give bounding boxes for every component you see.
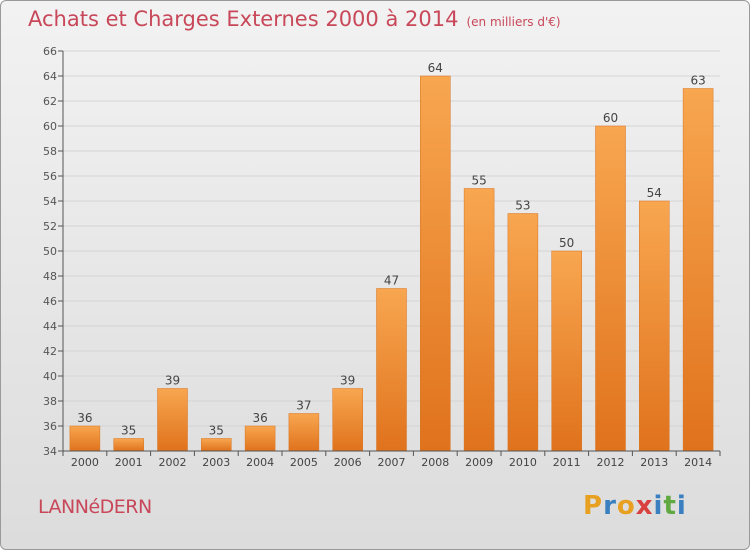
y-tick-label: 34	[43, 445, 57, 458]
commune-name: LANNéDERN	[38, 496, 152, 518]
data-labels: 36 35 39 35 36 37 39 47 64 55 53 50 60 54 63	[77, 61, 705, 438]
data-label: 36	[252, 411, 267, 425]
bar	[595, 125, 626, 452]
x-tick-label: 2011	[553, 456, 581, 469]
x-tick-label: 2004	[246, 456, 274, 469]
logo-letter: r	[603, 491, 617, 521]
y-tick-label: 44	[43, 320, 57, 333]
y-tick-label: 60	[43, 120, 57, 133]
logo-letter: x	[635, 491, 654, 521]
bars	[69, 75, 714, 452]
bar	[332, 388, 363, 452]
data-label: 63	[690, 74, 705, 88]
x-tick-labels: 2000 2001 2002 2003 2004 2005 2006 2007 2008 2009…	[62, 451, 721, 469]
y-tick-label: 36	[43, 420, 57, 433]
y-tick-label: 48	[43, 270, 57, 283]
y-tick-label: 50	[43, 245, 57, 258]
logo-letter: i	[676, 491, 687, 521]
y-tick-label: 52	[43, 220, 57, 233]
bar	[201, 438, 232, 452]
data-label: 35	[121, 424, 136, 438]
y-tick-label: 42	[43, 345, 57, 358]
y-tick-label: 46	[43, 295, 57, 308]
logo-letter: o	[616, 491, 636, 521]
bar	[113, 438, 144, 452]
y-tick-label: 38	[43, 395, 57, 408]
data-label: 50	[559, 236, 574, 250]
x-tick-label: 2003	[202, 456, 230, 469]
data-label: 39	[165, 374, 180, 388]
y-tick-label: 56	[43, 170, 57, 183]
data-label: 39	[340, 374, 355, 388]
x-tick-label: 2001	[115, 456, 143, 469]
x-tick-label: 2012	[597, 456, 625, 469]
bar	[244, 425, 276, 452]
x-tick-label: 2005	[290, 456, 318, 469]
data-label: 37	[296, 399, 311, 413]
bar	[682, 88, 714, 452]
chart-title-text: Achats et Charges Externes 2000 à 2014	[28, 7, 459, 31]
x-tick-label: 2014	[684, 456, 712, 469]
x-tick-label: 2009	[465, 456, 493, 469]
chart-title: Achats et Charges Externes 2000 à 2014 (e…	[28, 7, 561, 31]
x-tick-label: 2008	[421, 456, 449, 469]
bar	[463, 188, 495, 452]
bar	[507, 213, 539, 452]
bar	[69, 425, 101, 452]
y-tick-label: 62	[43, 95, 57, 108]
y-tick-label: 40	[43, 370, 57, 383]
axes	[62, 51, 720, 452]
x-tick-label: 2006	[334, 456, 362, 469]
data-label: 60	[603, 111, 618, 125]
data-label: 36	[77, 411, 92, 425]
x-tick-label: 2013	[640, 456, 668, 469]
bar	[420, 75, 451, 452]
bar	[551, 250, 582, 452]
y-tick-labels: 34 36 38 40 42 44 46 48 50 52 54 56 58 60 62 64 66	[43, 45, 57, 458]
data-label: 47	[384, 274, 399, 288]
x-tick-label: 2002	[159, 456, 187, 469]
logo-letter: t	[663, 491, 677, 521]
x-tick-label: 2000	[71, 456, 99, 469]
proxiti-logo[interactable]: Proxiti	[583, 491, 687, 521]
bar	[639, 200, 670, 452]
y-tick-label: 66	[43, 45, 57, 58]
data-label: 54	[647, 186, 662, 200]
data-label: 35	[209, 424, 224, 438]
logo-letter: P	[583, 491, 604, 521]
y-tick-label: 64	[43, 70, 57, 83]
data-label: 64	[428, 61, 443, 75]
y-tick-label: 54	[43, 195, 57, 208]
x-tick-label: 2007	[378, 456, 406, 469]
data-label: 53	[515, 199, 530, 213]
data-label: 55	[471, 174, 486, 188]
bar	[288, 413, 320, 452]
bar	[157, 388, 188, 452]
chart-unit: (en milliers d'€)	[466, 15, 561, 29]
x-tick-label: 2010	[509, 456, 537, 469]
logo-letter: i	[653, 491, 664, 521]
bar	[376, 288, 407, 452]
y-tick-label: 58	[43, 145, 57, 158]
